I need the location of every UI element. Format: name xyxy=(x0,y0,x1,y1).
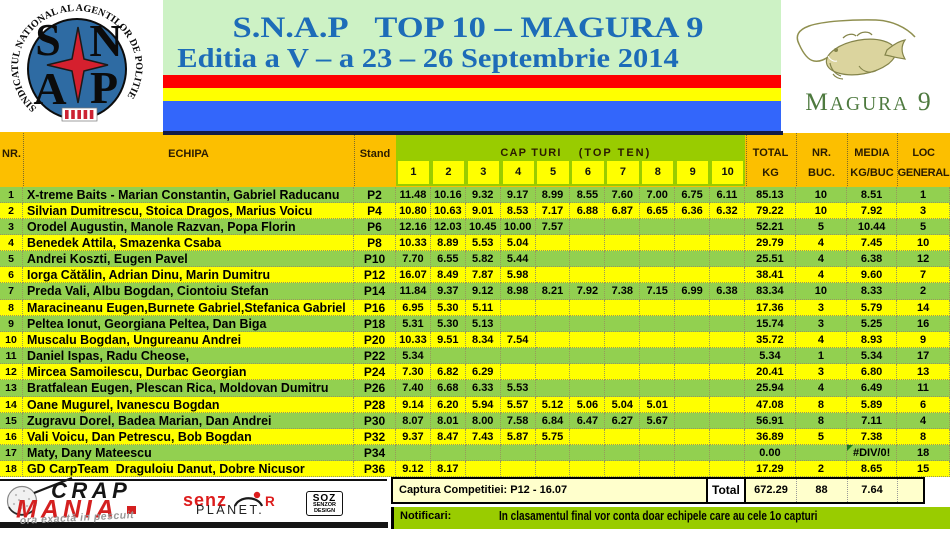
svg-text:P: P xyxy=(90,62,118,113)
svg-text:MAGURA 9: MAGURA 9 xyxy=(805,87,933,116)
svg-text:senz: senz xyxy=(183,490,227,510)
svg-text:N: N xyxy=(89,15,122,66)
svg-text:A: A xyxy=(33,63,66,114)
svg-text:S: S xyxy=(35,14,61,65)
svg-text:CRAP: CRAP xyxy=(51,478,131,503)
svg-text:R: R xyxy=(265,494,275,509)
svg-text:ora exactă in pescuit: ora exactă in pescuit xyxy=(20,509,135,527)
svg-text:MANIA: MANIA xyxy=(16,496,118,524)
svg-text:PLANET.: PLANET. xyxy=(196,503,264,517)
